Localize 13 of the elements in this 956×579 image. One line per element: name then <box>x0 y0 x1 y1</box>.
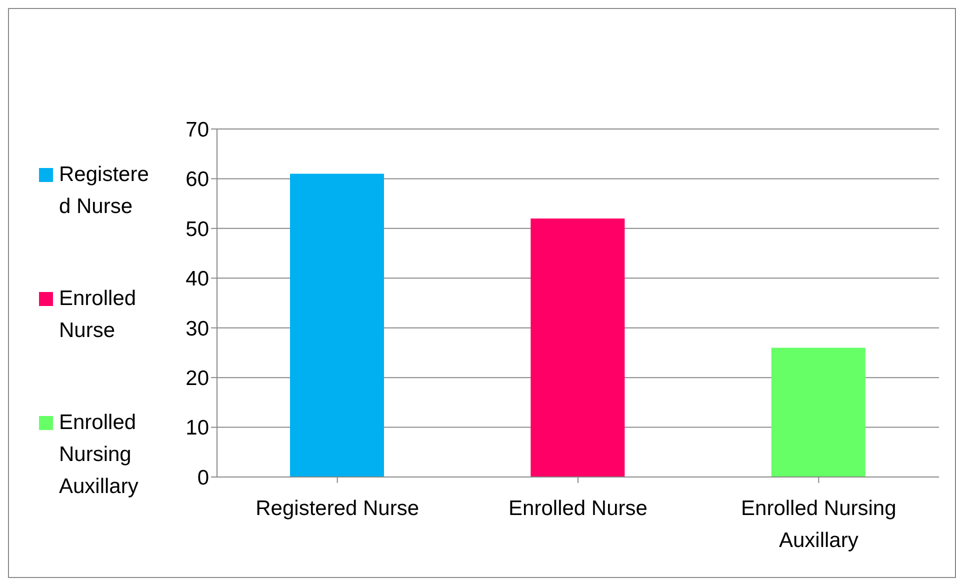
x-tick-label: Enrolled Nursing Auxillary <box>741 497 896 552</box>
y-tick-label: 0 <box>197 466 209 490</box>
y-tick-label: 30 <box>186 317 209 340</box>
y-tick-label: 40 <box>186 268 209 291</box>
y-tick-label: 60 <box>186 168 209 192</box>
x-tick-label: Registered Nurse <box>256 497 420 520</box>
legend-label: Registered Nurse <box>59 162 150 220</box>
x-tick-label: Enrolled Nurse <box>508 497 648 520</box>
y-tick-label: 70 <box>186 118 209 142</box>
y-tick-label: 10 <box>186 416 209 440</box>
y-tick-label: 50 <box>186 218 209 241</box>
y-tick-label: 20 <box>186 367 209 390</box>
legend-label: Enrolled Nurse <box>59 286 138 344</box>
